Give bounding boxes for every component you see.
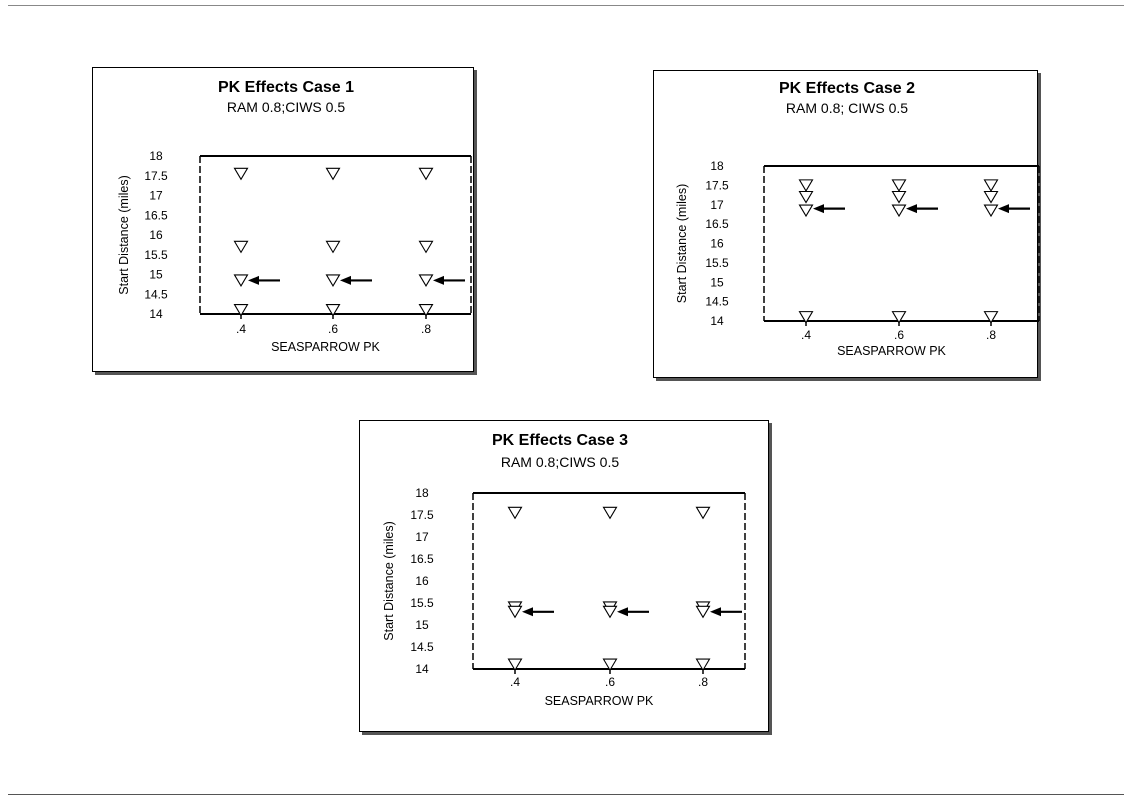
chart-title: PK Effects Case 2 — [779, 80, 915, 97]
y-tick-label: 16.5 — [144, 208, 168, 222]
chart-panel-case-2: PK Effects Case 2 RAM 0.8; CIWS 0.5 14 14.5… — [653, 70, 1040, 378]
arrow-head — [433, 275, 444, 285]
chart-case-2: PK Effects Case 2 RAM 0.8; CIWS 0.5 14 14.5… — [675, 80, 1040, 358]
x-tick-label: .6 — [605, 675, 615, 689]
data-point — [983, 204, 999, 218]
data-point — [983, 190, 999, 204]
data-point — [891, 311, 907, 324]
y-tick-label: 15 — [415, 618, 429, 632]
y-tick-label: 15.5 — [410, 596, 434, 610]
y-tick-label: 18 — [710, 159, 724, 173]
chart-title: PK Effects Case 1 — [218, 79, 354, 96]
y-tick-label: 17.5 — [705, 178, 729, 192]
x-tick-label: .6 — [328, 322, 338, 336]
data-point — [507, 605, 523, 619]
y-tick-label: 16.5 — [410, 552, 434, 566]
y-tick-label: 14 — [149, 307, 163, 321]
arrow-head — [906, 204, 917, 214]
x-tick-label: .4 — [236, 322, 246, 336]
chart-case-1: PK Effects Case 1 RAM 0.8;CIWS 0.5 14 14.5 1… — [117, 79, 472, 354]
y-tick-label: 14.5 — [144, 287, 168, 301]
data-point — [507, 506, 523, 520]
chart-subtitle: RAM 0.8;CIWS 0.5 — [227, 99, 345, 115]
x-axis-label: SEASPARROW PK — [545, 694, 654, 708]
chart-case-3: PK Effects Case 3 RAM 0.8;CIWS 0.5 14 14.5 1… — [382, 432, 746, 708]
y-tick-label: 17 — [415, 530, 429, 544]
y-tick-label: 17 — [149, 189, 163, 203]
y-tick-label: 14.5 — [410, 640, 434, 654]
arrow-head — [248, 275, 259, 285]
data-point — [695, 605, 711, 619]
y-tick-label: 18 — [415, 486, 429, 500]
page-frame — [8, 5, 1124, 795]
y-tick-label: 16 — [415, 574, 429, 588]
arrow-head — [998, 204, 1009, 214]
x-tick-label: .4 — [801, 328, 811, 342]
data-point — [418, 167, 434, 181]
data-point — [418, 274, 434, 288]
data-point — [418, 240, 434, 254]
y-tick-label: 15 — [710, 275, 724, 289]
data-point — [891, 190, 907, 204]
data-point — [798, 179, 814, 192]
data-point — [891, 204, 907, 218]
data-point — [798, 311, 814, 324]
chart-panel-case-1: PK Effects Case 1 RAM 0.8;CIWS 0.5 14 14.5 1… — [92, 67, 474, 372]
arrow-head — [340, 275, 351, 285]
x-axis-label: SEASPARROW PK — [271, 340, 380, 354]
y-tick-label: 15.5 — [705, 256, 729, 270]
chart-title: PK Effects Case 3 — [492, 432, 628, 449]
data-point — [325, 240, 341, 254]
y-tick-label: 16.5 — [705, 217, 729, 231]
y-tick-label: 17 — [710, 198, 724, 212]
x-tick-label: .4 — [510, 675, 520, 689]
x-tick-label: .8 — [698, 675, 708, 689]
chart-subtitle: RAM 0.8;CIWS 0.5 — [501, 454, 619, 470]
data-point — [325, 167, 341, 181]
y-axis-label: Start Distance (miles) — [675, 184, 689, 303]
data-point — [233, 167, 249, 181]
y-tick-label: 15.5 — [144, 248, 168, 262]
x-axis-label: SEASPARROW PK — [837, 344, 946, 358]
data-point — [798, 204, 814, 218]
data-point — [983, 311, 999, 324]
y-tick-label: 16 — [710, 237, 724, 251]
y-tick-label: 15 — [149, 268, 163, 282]
y-tick-label: 14.5 — [705, 295, 729, 309]
data-point — [602, 506, 618, 520]
data-point — [983, 179, 999, 192]
data-point — [325, 274, 341, 288]
arrow-head — [710, 607, 721, 617]
y-axis-label: Start Distance (miles) — [382, 521, 396, 640]
data-point — [418, 304, 434, 317]
chart-subtitle: RAM 0.8; CIWS 0.5 — [786, 100, 908, 116]
arrow-head — [522, 607, 533, 617]
x-tick-label: .6 — [894, 328, 904, 342]
arrow-head — [813, 204, 824, 214]
data-point — [891, 179, 907, 192]
y-tick-label: 17.5 — [144, 169, 168, 183]
data-point — [602, 658, 618, 672]
data-point — [695, 658, 711, 672]
chart-panel-case-3: PK Effects Case 3 RAM 0.8;CIWS 0.5 14 14.5 1… — [359, 420, 769, 732]
x-tick-label: .8 — [986, 328, 996, 342]
data-point — [695, 506, 711, 520]
data-point — [507, 658, 523, 672]
arrow-head — [617, 607, 628, 617]
y-tick-label: 14 — [415, 662, 429, 676]
data-point — [602, 605, 618, 619]
data-point — [325, 304, 341, 317]
data-point — [233, 240, 249, 254]
y-tick-label: 14 — [710, 314, 724, 328]
data-point — [233, 274, 249, 288]
data-point — [233, 304, 249, 317]
y-tick-label: 17.5 — [410, 508, 434, 522]
data-point — [798, 190, 814, 204]
y-axis-label: Start Distance (miles) — [117, 175, 131, 294]
y-tick-label: 16 — [149, 228, 163, 242]
x-tick-label: .8 — [421, 322, 431, 336]
y-tick-label: 18 — [149, 149, 163, 163]
